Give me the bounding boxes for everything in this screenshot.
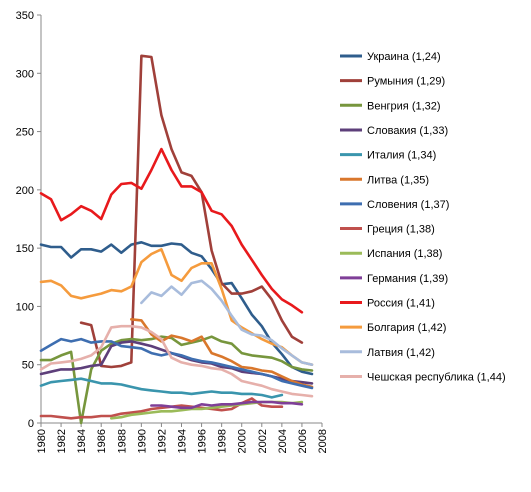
x-tick-label: 1984: [76, 429, 88, 453]
x-tick-label: 1990: [136, 429, 148, 453]
legend-label: Латвия (1,42): [367, 347, 435, 359]
series-line: [39, 335, 314, 425]
legend-label: Чешская республика (1,44): [367, 371, 506, 383]
series-line: [150, 400, 304, 410]
y-tick-label: 0: [28, 418, 34, 430]
series-line: [39, 324, 314, 398]
x-tick-label: 1988: [116, 429, 128, 453]
y-tick-label: 150: [16, 243, 34, 255]
series-line: [130, 317, 314, 389]
x-tick-label: 1992: [156, 429, 168, 453]
series-line: [39, 147, 304, 314]
series-line: [79, 54, 304, 369]
series-line: [39, 337, 314, 390]
legend-label: Румыния (1,29): [367, 76, 445, 88]
legend-label: Греция (1,38): [367, 224, 435, 236]
legend-label: Литва (1,35): [367, 174, 429, 186]
y-tick-label: 300: [16, 68, 34, 80]
legend-label: Россия (1,41): [367, 298, 435, 310]
y-tick-label: 50: [22, 360, 34, 372]
legend-label: Германия (1,39): [367, 273, 448, 285]
legend-label: Украина (1,24): [367, 51, 441, 63]
legend-label: Словакия (1,33): [367, 125, 448, 137]
x-tick-label: 2000: [237, 429, 249, 453]
x-tick-label: 2004: [277, 429, 289, 453]
legend-label: Италия (1,34): [367, 150, 436, 162]
series-layer: [39, 54, 314, 425]
y-tick-label: 100: [16, 301, 34, 313]
legend-label: Венгрия (1,32): [367, 100, 441, 112]
legend-label: Словения (1,37): [367, 199, 449, 211]
series-line: [39, 248, 314, 367]
y-tick-label: 350: [16, 10, 34, 22]
axes-layer: 0 50 100 150 200 250 300 350 1980 1982 1984 1986 198…: [16, 10, 329, 453]
legend-label: Болгария (1,42): [367, 322, 446, 334]
x-tick-label: 1994: [177, 429, 189, 453]
x-tick-label: 1982: [56, 429, 68, 453]
legend: Украина (1,24) Румыния (1,29) Венгрия (1,3…: [340, 51, 506, 383]
x-tick-label: 1986: [96, 429, 108, 453]
legend-label: Испания (1,38): [367, 248, 442, 260]
x-tick-label: 2008: [317, 429, 329, 453]
series-line: [39, 377, 284, 399]
series-line: [39, 241, 314, 376]
series-line: [140, 279, 314, 367]
y-tick-label: 250: [16, 127, 34, 139]
y-tick-label: 200: [16, 185, 34, 197]
x-tick-label: 1980: [36, 429, 48, 453]
x-tick-label: 2006: [297, 429, 309, 453]
x-tick-label: 1996: [197, 429, 209, 453]
x-tick-label: 1998: [217, 429, 229, 453]
x-tick-label: 2002: [257, 429, 269, 453]
